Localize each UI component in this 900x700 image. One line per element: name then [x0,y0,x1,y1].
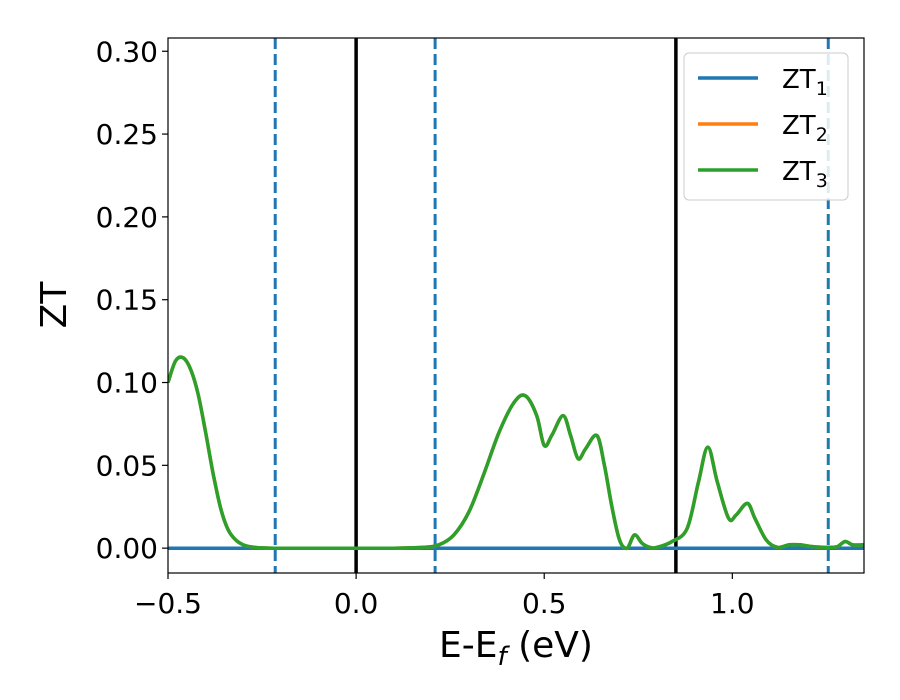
x-axis-title-main: E-E [439,625,497,666]
x-tick-label: −0.5 [134,587,202,620]
x-tick-label: 0.0 [334,587,379,620]
y-tick-label: 0.15 [96,284,158,317]
y-axis-ticks: 0.00 0.05 0.10 0.15 0.20 0.25 0.30 [96,35,168,565]
x-tick-label: 1.0 [710,587,755,620]
x-axis-title-unit: (eV) [507,625,593,666]
x-axis-title: E-Ef (eV) [439,625,593,672]
series-line-zt3 [168,355,864,551]
legend-box [683,52,849,201]
legend-label-2: ZT2 [782,111,828,146]
legend-label-1: ZT1 [782,65,828,100]
legend-label-3: ZT3 [782,157,828,192]
series-line-zt2 [168,355,864,551]
series-lines [168,355,864,551]
plot-frame [167,37,865,574]
y-tick-label: 0.10 [96,367,158,400]
x-axis-ticks: −0.5 0.0 0.5 1.0 [134,573,755,620]
x-tick-label: 0.5 [522,587,567,620]
y-axis-title: ZT [34,281,75,329]
y-tick-label: 0.20 [96,201,158,234]
y-tick-label: 0.00 [96,532,158,565]
legend: ZT1 ZT2 ZT3 [683,52,849,201]
y-tick-label: 0.05 [96,449,158,482]
y-tick-label: 0.30 [96,35,158,68]
y-tick-label: 0.25 [96,118,158,151]
